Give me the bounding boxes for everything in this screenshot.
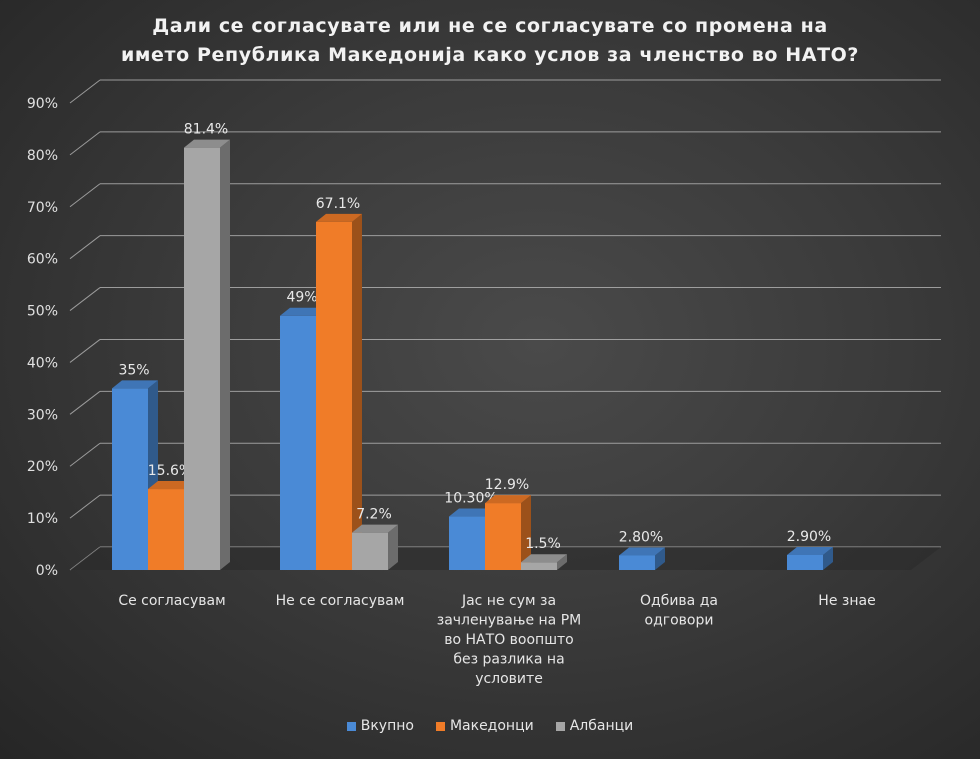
bar-front [449, 516, 485, 570]
gridline-side [69, 235, 101, 260]
data-label: 2.90% [787, 529, 831, 545]
gridline-side [69, 183, 101, 208]
y-tick-label: 40% [27, 355, 58, 371]
data-label: 7.2% [356, 507, 392, 523]
legend-swatch [346, 721, 356, 731]
bar-side [655, 547, 665, 570]
bar-top [485, 495, 531, 504]
data-label: 10.30% [444, 491, 497, 507]
bar-front [280, 315, 316, 570]
bar-top [316, 213, 362, 222]
bar-front [112, 388, 148, 570]
y-tick-label: 90% [27, 96, 58, 112]
data-label: 81.4% [184, 122, 228, 138]
bar-front [521, 562, 557, 570]
y-tick-label: 80% [27, 148, 58, 164]
bar-front [485, 503, 521, 570]
data-label: 12.9% [485, 477, 529, 493]
gridline-side [69, 131, 101, 156]
bar-top [619, 547, 665, 556]
chart-title: Дали се согласувате или не се согласуват… [0, 12, 980, 70]
data-label: 1.5% [525, 536, 561, 552]
bar-top [280, 307, 326, 316]
bar-top [521, 554, 567, 563]
data-label: 49% [286, 290, 317, 306]
bar-side [557, 554, 567, 570]
bar-front [619, 555, 655, 570]
y-tick-label: 60% [27, 252, 58, 268]
bar-top [787, 546, 833, 555]
data-label: 67.1% [316, 196, 360, 212]
bar-top [148, 481, 194, 490]
y-tick-label: 50% [27, 304, 58, 320]
category-label: одговори [645, 613, 714, 629]
chart-legend: Вкупно Македонци Албанци [0, 718, 980, 734]
bar-side [521, 495, 531, 570]
gridline-side [69, 494, 101, 519]
data-label: 2.80% [619, 529, 663, 545]
bar-front [316, 221, 352, 570]
y-tick-label: 70% [27, 200, 58, 216]
y-tick-label: 10% [27, 511, 58, 527]
bar-front [184, 147, 220, 570]
bar-front [787, 554, 823, 570]
category-label: без разлика на [453, 652, 564, 668]
gridline-side [69, 287, 101, 311]
gridline-side [69, 390, 101, 415]
bar-side [823, 546, 833, 570]
legend-item: Македонци [435, 718, 534, 734]
y-tick-label: 0% [36, 563, 58, 579]
legend-item: Албанци [555, 718, 634, 734]
y-tick-label: 20% [27, 459, 58, 475]
legend-swatch [555, 721, 565, 731]
bar-top [449, 508, 495, 517]
bar-front [148, 489, 184, 570]
bar-side [220, 139, 230, 570]
legend-item: Вкупно [346, 718, 414, 734]
y-tick-label: 30% [27, 407, 58, 423]
category-label: Одбива да [640, 593, 718, 609]
category-label: Не се согласувам [276, 593, 405, 609]
category-label: Не знае [818, 593, 875, 609]
category-label: во НАТО воопшто [444, 632, 573, 648]
gridline-side [69, 339, 101, 363]
chart-title-line-2: името Република Македонија како услов за… [120, 44, 860, 66]
legend-label: Албанци [569, 718, 634, 734]
chart-title-line-1: Дали се согласувате или не се согласуват… [152, 15, 828, 37]
category-label: зачленување на РМ [437, 613, 581, 629]
legend-label: Вкупно [360, 718, 414, 734]
gridline-side [69, 442, 101, 467]
bar-side [388, 524, 398, 570]
legend-swatch [435, 721, 445, 731]
category-label: Јас не сум за [461, 593, 556, 609]
data-label: 15.6% [148, 463, 192, 479]
data-label: 35% [118, 362, 149, 378]
bar-top [352, 524, 398, 533]
bar-front [352, 532, 388, 570]
category-label: условите [475, 671, 543, 687]
bar-top [184, 139, 230, 148]
legend-label: Македонци [449, 718, 534, 734]
gridline-side [69, 79, 101, 104]
category-label: Се согласувам [118, 593, 225, 609]
bar-side [352, 213, 362, 570]
bar-top [112, 380, 158, 389]
